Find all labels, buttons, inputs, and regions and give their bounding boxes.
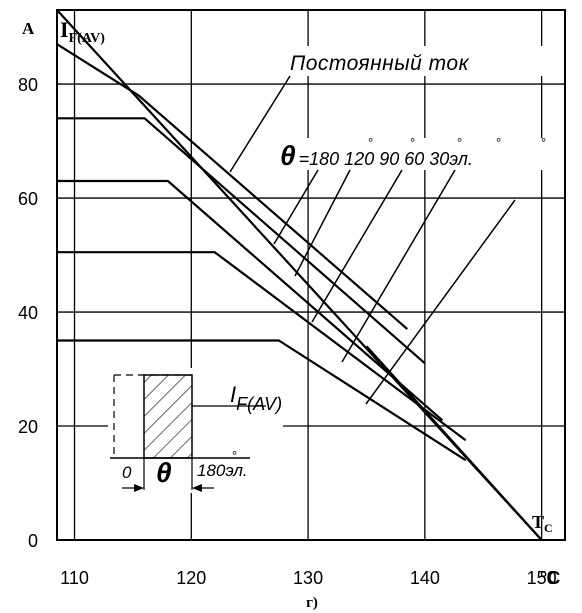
theta-degree-90: ° xyxy=(457,135,462,150)
leader-60 xyxy=(341,169,456,363)
x-tick-label-130: 130 xyxy=(293,568,323,588)
y-tick-label-60: 60 xyxy=(18,189,38,209)
x-unit-label: °C xyxy=(540,568,560,588)
leader-120 xyxy=(294,169,351,277)
waveform-inset: IF(AV) 0 θ 180эл. ° xyxy=(108,368,283,493)
figure-caption: г) xyxy=(306,595,318,611)
plot-frame xyxy=(56,9,566,541)
series-line-3 xyxy=(57,179,444,422)
leader-90 xyxy=(311,169,403,323)
inset-pulse xyxy=(143,374,193,459)
theta-symbol: θ xyxy=(280,140,296,171)
series-line-5 xyxy=(57,339,467,462)
dc-label-bg xyxy=(286,46,556,76)
theta-degree-60: ° xyxy=(496,135,501,150)
theta-label: θ =180 120 90 60 30эл. xyxy=(280,140,473,171)
y-axis-label: IF(AV) xyxy=(60,17,105,46)
y-axis-label-sub: F(AV) xyxy=(69,31,106,46)
x-axis-label-main: T xyxy=(532,512,544,532)
theta-values: =180 120 90 60 30эл. xyxy=(299,149,473,169)
inset-theta-label: θ xyxy=(156,457,172,488)
inset-zero-label: 0 xyxy=(122,463,132,482)
series-line-6 xyxy=(365,345,543,541)
x-tick-label-110: 110 xyxy=(60,568,89,588)
inset-current-main: I xyxy=(230,382,236,407)
dc-label: Постоянный ток xyxy=(290,52,470,75)
dc-leader-line xyxy=(229,75,291,173)
x-tick-label-140: 140 xyxy=(410,568,440,588)
y-tick-label-0: 0 xyxy=(28,531,38,551)
series-lines xyxy=(56,9,543,541)
y-tick-label-40: 40 xyxy=(18,303,38,323)
x-axis-label-sub: C xyxy=(544,521,553,535)
leader-30 xyxy=(365,199,516,405)
inset-end-degree: ° xyxy=(232,448,237,463)
theta-degree-180: ° xyxy=(368,135,373,150)
series-line-4 xyxy=(57,251,467,442)
y-tick-labels: 0 20 40 60 80 xyxy=(18,75,38,551)
x-tick-label-120: 120 xyxy=(176,568,206,588)
x-axis-label: TC xyxy=(532,512,553,535)
y-tick-label-20: 20 xyxy=(18,417,38,437)
inset-current-label: IF(AV) xyxy=(230,382,282,414)
theta-degree-30: ° xyxy=(541,135,546,150)
inset-end-label: 180эл. xyxy=(197,461,248,480)
y-unit-label: A xyxy=(22,19,35,38)
y-axis-label-main: I xyxy=(60,17,69,42)
inset-current-sub: F(AV) xyxy=(236,394,282,414)
x-tick-label-150: 150 xyxy=(527,568,557,588)
inset-arrowhead-right xyxy=(192,484,202,492)
y-tick-label-80: 80 xyxy=(18,75,38,95)
series-line-1 xyxy=(56,43,409,330)
theta-label-bg xyxy=(278,138,556,170)
theta-degree-120: ° xyxy=(410,135,415,150)
leader-180 xyxy=(273,169,319,245)
theta-leader-lines xyxy=(273,169,516,405)
inset-bg xyxy=(108,368,283,493)
inset-arrowhead-left xyxy=(134,484,144,492)
series-line-2 xyxy=(57,117,426,365)
x-tick-labels: 110 120 130 140 150 xyxy=(60,568,557,588)
